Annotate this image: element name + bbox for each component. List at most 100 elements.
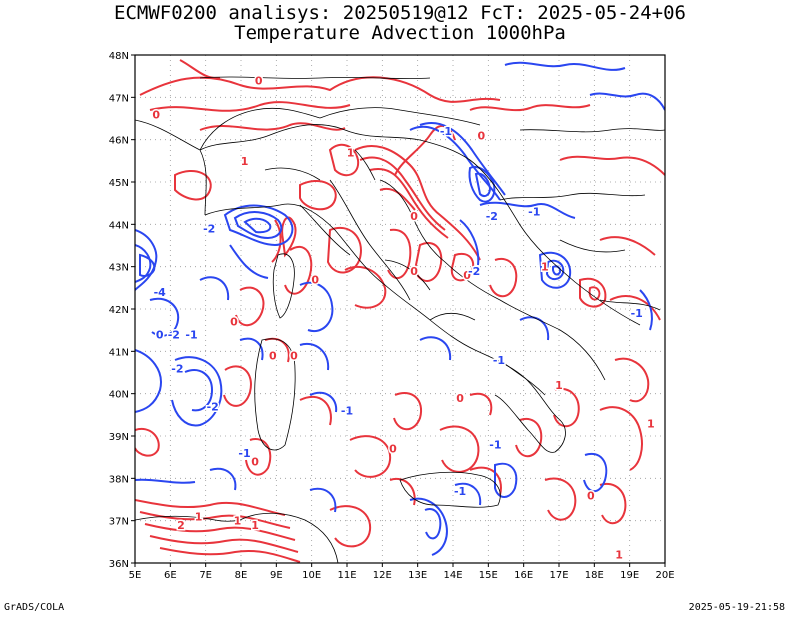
cold-contour: [639, 289, 653, 331]
x-tick-label: 14E: [443, 570, 462, 581]
contour-label: 0: [230, 316, 238, 329]
warm-contour: [349, 435, 392, 478]
cold-contour: [139, 253, 156, 277]
contour-label: 1: [347, 146, 355, 159]
cold-contour: [454, 482, 482, 506]
warm-contour: [344, 265, 387, 309]
x-tick-label: 13E: [408, 570, 427, 581]
y-tick-label: 46N: [109, 136, 129, 147]
contour-label: 0: [410, 265, 418, 278]
warm-contour: [609, 295, 661, 321]
y-tick-label: 42N: [109, 305, 129, 316]
warm-contour: [489, 257, 518, 298]
balkan-border: [599, 299, 661, 311]
contour-label: 0: [587, 489, 595, 502]
corsica: [272, 253, 295, 319]
warm-contour: [588, 286, 601, 301]
contour-label: 0: [152, 108, 160, 121]
warm-contour: [149, 101, 351, 112]
x-tick-label: 15E: [479, 570, 498, 581]
x-tick-label: 5E: [129, 570, 142, 581]
cold-contour: [233, 211, 283, 240]
cold-contour: [309, 391, 338, 413]
austria-border: [319, 107, 481, 126]
contour-label: -1: [440, 125, 452, 138]
cold-contour: [459, 219, 480, 266]
warm-contour: [515, 417, 543, 458]
warm-contour: [135, 499, 286, 516]
contour-label: 0: [477, 129, 485, 142]
warm-contour: [359, 156, 446, 231]
regional-border: [264, 167, 321, 181]
contour-label: 0: [255, 74, 263, 87]
cold-contour: [474, 172, 492, 197]
warm-contour: [328, 143, 360, 177]
warm-contour: [369, 167, 449, 239]
cold-contour: [419, 336, 452, 361]
x-tick-label: 16E: [514, 570, 533, 581]
cold-contour: [299, 342, 330, 371]
regional-border: [384, 259, 431, 291]
contour-label: 0: [389, 443, 397, 456]
warm-contour: [135, 427, 160, 457]
contour-label: 0: [251, 455, 259, 468]
contour-label: -2: [171, 362, 183, 375]
warm-contour: [379, 187, 416, 211]
warm-contour: [354, 145, 481, 261]
warm-contour: [553, 387, 580, 428]
warm-contour: [599, 406, 643, 471]
cold-contour: [135, 349, 162, 413]
cold-contour: [494, 462, 518, 498]
warm-contour: [299, 180, 337, 211]
x-tick-label: 19E: [620, 570, 639, 581]
y-tick-label: 41N: [109, 347, 129, 358]
regional-border: [329, 179, 411, 301]
x-tick-label: 6E: [164, 570, 177, 581]
warm-contour: [149, 535, 299, 553]
regional-border: [429, 312, 476, 321]
warm-contour: [599, 236, 656, 256]
coastlines-and-borders: [135, 76, 665, 563]
x-tick-label: 7E: [199, 570, 212, 581]
y-tick-label: 45N: [109, 178, 129, 189]
contour-label: 0: [269, 350, 277, 363]
sicily: [399, 471, 501, 508]
cold-contour: [149, 297, 180, 337]
warm-contour: [199, 122, 346, 131]
contour-label: 0: [311, 273, 319, 286]
tunisia-coast: [239, 512, 339, 563]
germany-border: [199, 76, 431, 79]
cold-contour: [184, 369, 214, 412]
cold-contour: [538, 251, 572, 289]
render-timestamp: 2025-05-19-21:58: [688, 602, 785, 613]
cold-contour: [545, 259, 565, 281]
cold-contour: [199, 276, 230, 301]
warm-contour: [439, 425, 480, 473]
cold-contour: [468, 166, 496, 203]
x-tick-label: 12E: [373, 570, 392, 581]
cold-contour: [239, 337, 264, 361]
balkan-border: [559, 239, 626, 253]
y-tick-label: 44N: [109, 220, 129, 231]
contour-label: 1: [195, 510, 203, 523]
warm-contour: [450, 252, 475, 282]
cold-contour: [135, 478, 196, 484]
warm-contour: [179, 59, 221, 80]
contour-labels: 001-110-2 -10-200 0-2 1-40 -2 -1-2-2-1000 0-10…: [151, 73, 656, 563]
contour-label: 0: [290, 350, 298, 363]
contour-label: -2: [203, 223, 215, 236]
warm-contour: [281, 216, 297, 258]
cold-contour: [419, 122, 506, 196]
warm-contour: [299, 395, 332, 426]
regional-border: [354, 149, 376, 181]
contour-label: 1: [555, 379, 563, 392]
contour-label: -1: [528, 206, 540, 219]
contour-label: -1: [489, 438, 501, 451]
y-tick-label: 48N: [109, 51, 129, 62]
cold-contour: [209, 467, 237, 491]
map-title-line2: Temperature Advection 1000hPa: [234, 22, 566, 44]
x-tick-label: 11E: [337, 570, 356, 581]
warm-contour: [326, 227, 362, 274]
warm-contour: [599, 482, 627, 525]
